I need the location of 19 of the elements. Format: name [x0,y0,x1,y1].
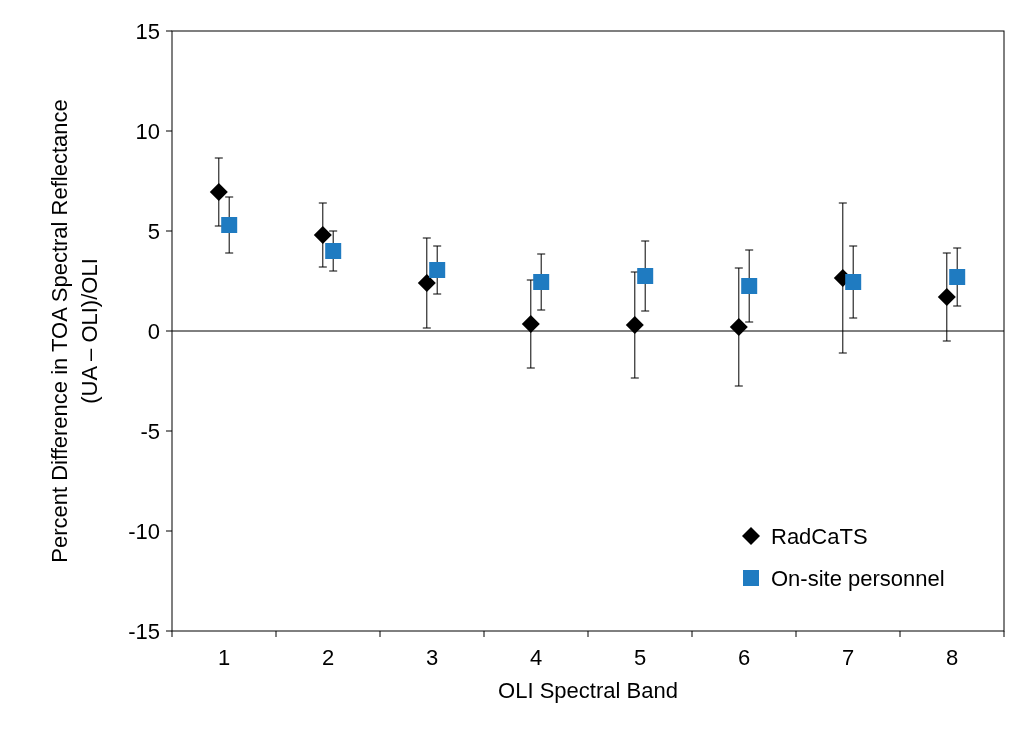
x-tick-label: 3 [425,645,439,670]
y-axis-title: Percent Difference in TOA Spectral Reflectance (UA – OLI)/OLI [47,99,102,563]
x-tick-label: 1 [217,645,231,670]
x-tick-label: 6 [737,645,751,670]
x-tick-label: 8 [945,645,959,670]
x-axis-title: OLI Spectral Band [498,678,678,703]
x-tick-label: 4 [529,645,543,670]
y-tick-label: -10 [128,518,160,544]
x-tick-label: 7 [841,645,855,670]
legend-label: RadCaTS [771,523,868,549]
y-tick-label: 0 [147,318,160,344]
y-tick-label: 10 [135,118,160,144]
x-tick-label: 5 [633,645,647,670]
y-tick-label: -15 [128,618,160,644]
y-tick-label: 15 [135,18,160,44]
x-tick-label: 2 [321,645,335,670]
y-tick-label: 5 [147,218,160,244]
y-tick-label: -5 [140,418,160,444]
legend-label: On-site personnel [771,565,945,591]
